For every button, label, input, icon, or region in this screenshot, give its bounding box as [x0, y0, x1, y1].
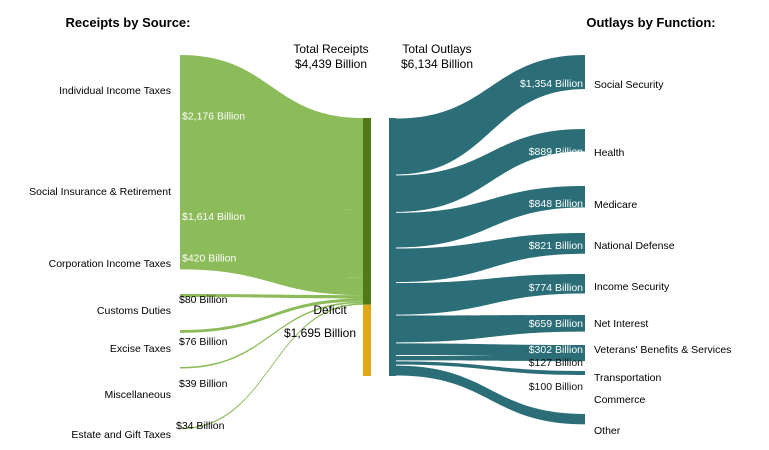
receipt-value-social-insurance-retirement: $1,614 Billion [182, 211, 245, 223]
outlay-name-social-security: Social Security [594, 79, 664, 91]
deficit-title: Deficit [313, 303, 347, 317]
outlay-value-commerce: $100 Billion [529, 381, 583, 393]
outlay-value-other: $260 Billion [529, 424, 583, 436]
outlays-heading: Outlays by Function: [586, 15, 715, 30]
outlay-name-health: Health [594, 147, 625, 159]
receipt-value-excise-taxes: $76 Billion [179, 336, 228, 348]
receipt-name-excise-taxes: Excise Taxes [110, 343, 171, 355]
outlay-flow-national-defense [396, 233, 585, 283]
receipt-flow-estate-and-gift-taxes [180, 303, 363, 430]
receipt-value-customs-duties: $80 Billion [179, 294, 228, 306]
receipt-name-corporation-income-taxes: Corporation Income Taxes [49, 258, 171, 270]
outlay-value-national-defense: $821 Billion [529, 240, 583, 252]
outlay-flow-commerce [396, 361, 585, 375]
outlay-name-net-interest: Net Interest [594, 318, 648, 330]
outlay-flow-veterans-benefits-services [396, 343, 585, 358]
outlay-name-commerce: Commerce [594, 394, 646, 406]
outlay-flow-health [396, 129, 585, 212]
receipt-name-individual-income-taxes: Individual Income Taxes [59, 85, 171, 97]
receipts-labels: Individual Income Taxes $2,176 Billion Soc… [29, 85, 245, 441]
receipt-name-social-insurance-retirement: Social Insurance & Retirement [29, 186, 171, 198]
total-bars [363, 118, 396, 376]
receipt-value-individual-income-taxes: $2,176 Billion [182, 110, 245, 122]
receipt-value-estate-and-gift-taxes: $34 Billion [176, 420, 225, 432]
outlay-value-veterans-benefits-services: $302 Billion [529, 344, 583, 356]
receipt-name-miscellaneous: Miscellaneous [104, 389, 171, 401]
total-receipts-bar [363, 118, 371, 305]
outlay-name-other: Other [594, 425, 621, 437]
outlay-flow-income-security [396, 274, 585, 315]
total-outlays-value: $6,134 Billion [401, 57, 473, 71]
receipt-value-miscellaneous: $39 Billion [179, 378, 228, 390]
deficit-value: $1,695 Billion [284, 326, 356, 340]
receipt-value-corporation-income-taxes: $420 Billion [182, 253, 236, 265]
receipt-name-estate-and-gift-taxes: Estate and Gift Taxes [71, 429, 171, 441]
outlay-flow-social-security [396, 55, 585, 175]
receipts-heading: Receipts by Source: [66, 15, 191, 30]
outlay-value-net-interest: $659 Billion [529, 318, 583, 330]
outlay-flow-medicare [396, 186, 585, 248]
total-outlays-title: Total Outlays [402, 42, 471, 56]
receipt-flow-excise-taxes [180, 298, 363, 333]
outlays-flows [396, 55, 585, 425]
receipts-flows [180, 55, 363, 430]
outlay-name-medicare: Medicare [594, 199, 637, 211]
receipt-flow-corporation-income-taxes [180, 246, 363, 296]
outlay-value-transportation: $127 Billion [529, 357, 583, 369]
outlay-value-social-security: $1,354 Billion [520, 78, 583, 90]
outlay-flow-other [396, 365, 585, 425]
total-outlays-bar [389, 118, 396, 376]
outlay-value-health: $889 Billion [529, 146, 583, 158]
outlay-name-national-defense: National Defense [594, 240, 675, 252]
outlay-flow-transportation [396, 356, 585, 362]
deficit-bar [363, 304, 371, 376]
receipt-name-customs-duties: Customs Duties [97, 305, 171, 317]
receipt-flow-individual-income-taxes [180, 55, 363, 210]
outlay-name-income-security: Income Security [594, 281, 670, 293]
outlay-value-income-security: $774 Billion [529, 282, 583, 294]
total-receipts-title: Total Receipts [293, 42, 368, 56]
outlay-flow-net-interest [396, 315, 585, 343]
outlays-labels: $1,354 Billion Social Security $889 Billio… [520, 78, 731, 437]
receipt-flow-customs-duties [180, 294, 363, 299]
receipt-flow-miscellaneous [180, 301, 363, 369]
total-receipts-value: $4,439 Billion [295, 57, 367, 71]
outlay-value-medicare: $848 Billion [529, 198, 583, 210]
outlay-name-transportation: Transportation [594, 372, 661, 384]
outlay-name-veterans-benefits-services: Veterans' Benefits & Services [594, 344, 731, 356]
